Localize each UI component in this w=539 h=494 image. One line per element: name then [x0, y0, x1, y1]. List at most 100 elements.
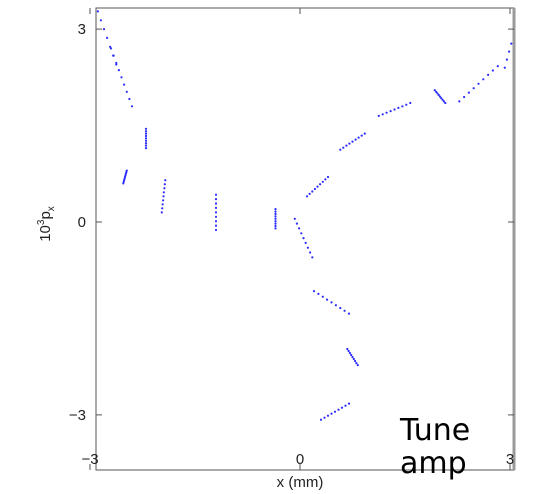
scatter-point	[350, 353, 353, 357]
scatter-point	[482, 78, 485, 81]
scatter-point	[274, 210, 277, 213]
scatter-point	[308, 192, 311, 195]
scatter-point	[438, 95, 442, 98]
scatter-point	[125, 169, 128, 172]
scatter-point	[162, 199, 165, 202]
scatter-point	[444, 101, 447, 105]
scatter-point	[346, 347, 349, 351]
scatter-point	[347, 312, 351, 315]
scatter-point	[377, 114, 380, 117]
scatter-point	[347, 402, 351, 405]
scatter-point	[312, 290, 316, 293]
scatter-point	[274, 222, 277, 225]
scatter-point	[333, 410, 337, 413]
scatter-point	[442, 100, 445, 103]
scatter-point	[343, 309, 346, 312]
scatter-point	[321, 180, 324, 183]
annotation-line-2: amp	[400, 446, 467, 481]
scatter-point	[115, 61, 118, 64]
scatter-point	[356, 364, 359, 367]
scatter-point	[351, 355, 354, 359]
scatter-point	[503, 66, 506, 69]
scatter-point	[115, 63, 118, 66]
y-axis-title-exponent: 3	[36, 219, 47, 225]
scatter-point	[109, 45, 112, 48]
scatter-point	[326, 175, 330, 179]
scatter-point	[306, 246, 309, 249]
scatter-point	[339, 148, 342, 151]
scatter-point	[274, 208, 277, 211]
scatter-point	[214, 228, 218, 232]
scatter-point	[144, 142, 148, 145]
scatter-point	[305, 195, 309, 198]
scatter-point	[397, 106, 400, 109]
scatter-point	[164, 179, 167, 182]
scatter-point	[214, 224, 218, 227]
scatter-point	[274, 217, 277, 220]
scatter-point	[472, 87, 475, 90]
scatter-point	[102, 28, 106, 31]
scatter-point	[381, 113, 384, 116]
axis-ticks-layer	[89, 8, 514, 470]
scatter-point	[433, 89, 436, 92]
tick-labels-layer: −3 0 3 −3 0 3	[69, 21, 514, 468]
scatter-point	[311, 190, 314, 193]
scatter-point	[330, 301, 333, 304]
scatter-point	[120, 76, 123, 79]
scatter-point	[162, 195, 165, 198]
scatter-point	[144, 144, 148, 147]
scatter-point	[144, 137, 148, 140]
scatter-point	[348, 142, 351, 145]
scatter-point	[334, 304, 337, 307]
scatter-point	[112, 54, 115, 57]
scatter-point	[405, 103, 408, 106]
scatter-point	[109, 47, 113, 50]
scatter-point	[409, 101, 412, 105]
scatter-point	[274, 215, 277, 218]
scatter-point	[106, 36, 109, 40]
scatter-point	[491, 69, 494, 72]
scatter-point	[163, 183, 166, 186]
scatter-point	[467, 91, 470, 94]
scatter-point	[214, 215, 218, 218]
x-tick-label: 3	[506, 451, 514, 468]
scatter-point	[117, 69, 120, 72]
scatter-point	[342, 146, 345, 149]
x-tick-label: 0	[296, 451, 304, 468]
y-axis-title-subscript: x	[46, 206, 57, 211]
scatter-point	[128, 97, 131, 101]
scatter-point	[160, 211, 163, 214]
scatter-point	[505, 58, 508, 61]
scatter-point	[99, 19, 102, 22]
scatter-point	[125, 90, 128, 93]
scatter-point	[298, 227, 301, 230]
scatter-point	[401, 105, 404, 108]
scatter-point	[161, 203, 164, 206]
scatter-point	[311, 256, 314, 259]
scatter-point	[351, 140, 354, 143]
scatter-point	[317, 292, 320, 295]
scatter-point	[144, 134, 148, 138]
scatter-point	[510, 42, 513, 45]
y-tick-label: −3	[69, 407, 86, 424]
scatter-point	[144, 147, 148, 150]
scatter-point	[357, 136, 360, 139]
y-axis-title: 103px	[36, 206, 57, 242]
scatter-point	[214, 202, 218, 205]
scatter-point	[274, 212, 277, 216]
scatter-point	[293, 217, 296, 220]
scatter-point	[162, 191, 165, 194]
scatter-point	[337, 408, 340, 411]
scatter-point	[163, 187, 166, 190]
scatter-points-layer	[96, 10, 513, 421]
scatter-point	[324, 178, 327, 181]
plot-frame	[95, 7, 515, 471]
scatter-point	[345, 144, 348, 147]
scatter-point	[352, 357, 355, 361]
scatter-point	[96, 10, 99, 13]
x-tick-label: −3	[81, 451, 98, 468]
scatter-point	[144, 132, 148, 135]
scatter-point	[274, 220, 277, 223]
scatter-point	[477, 82, 480, 85]
